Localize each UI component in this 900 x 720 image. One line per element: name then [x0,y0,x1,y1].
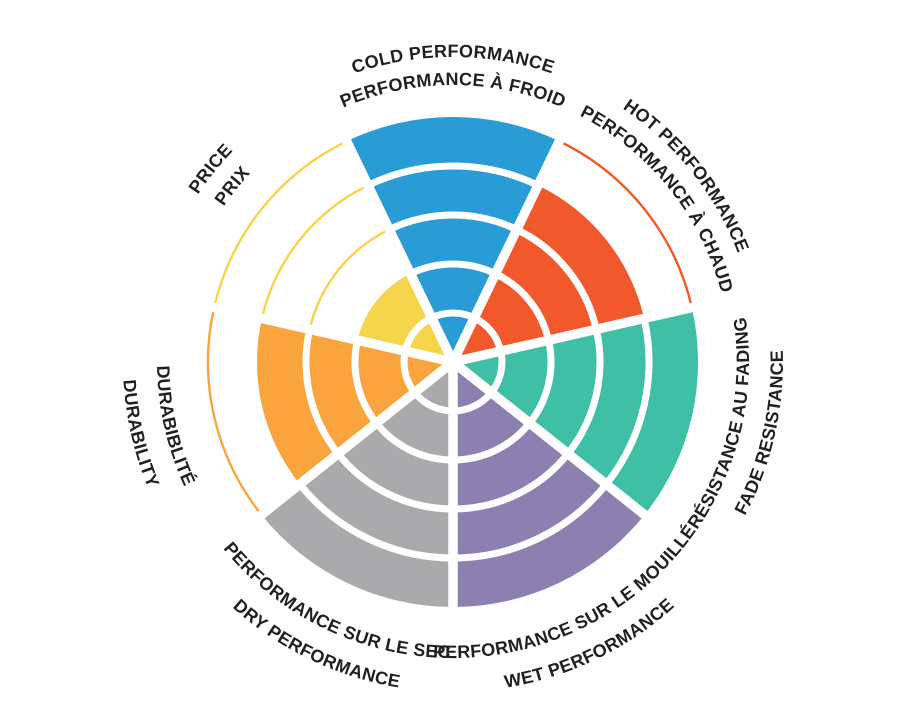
ring-separator [335,451,454,513]
sector-gaps [205,131,701,615]
ring-separator [452,451,571,513]
ring-separator [366,162,540,189]
sector-wedge [357,273,453,362]
sector-wedge [453,307,699,515]
ring-separator [603,317,653,487]
level-outline-arc [212,140,348,308]
ring-separator [373,420,454,464]
sector-wedge [453,362,645,607]
ring-separator [452,482,609,562]
sector-wet-performance [452,362,645,607]
sector-dry-performance [261,362,454,607]
sector-gap-line [450,358,654,524]
sector-gap-line [205,301,455,367]
sector-gap-line [451,301,701,367]
sector-gap-line [448,131,568,365]
label-line1: DURABIBLITÉ [153,365,200,488]
ring-separator [515,226,600,331]
label-line2: PERFORMANCE À FROID [337,69,569,111]
ring-separator [452,420,533,464]
ring-separator [387,211,519,233]
sector-gap-line [338,131,458,365]
ring-separator [493,270,552,342]
sector-wedge [346,116,560,362]
level-outline-arc [206,307,263,516]
ring-separator [302,328,341,456]
sector-wedge [261,362,453,607]
ring-separator [526,339,555,426]
sector-durability [206,307,453,516]
ring-separator [297,482,454,562]
level-outline-arc [260,184,369,319]
sector-cold-performance [346,116,560,362]
ring-separator [408,260,498,277]
sector-hot-performance [453,140,694,362]
ring-separator [565,328,604,456]
label-line1: HOT PERFORMANCE [620,95,753,255]
ring-separator [351,339,380,426]
level-outline-arc [308,228,390,330]
sector-gap-line [252,358,456,524]
level-outline-arc [558,140,694,308]
